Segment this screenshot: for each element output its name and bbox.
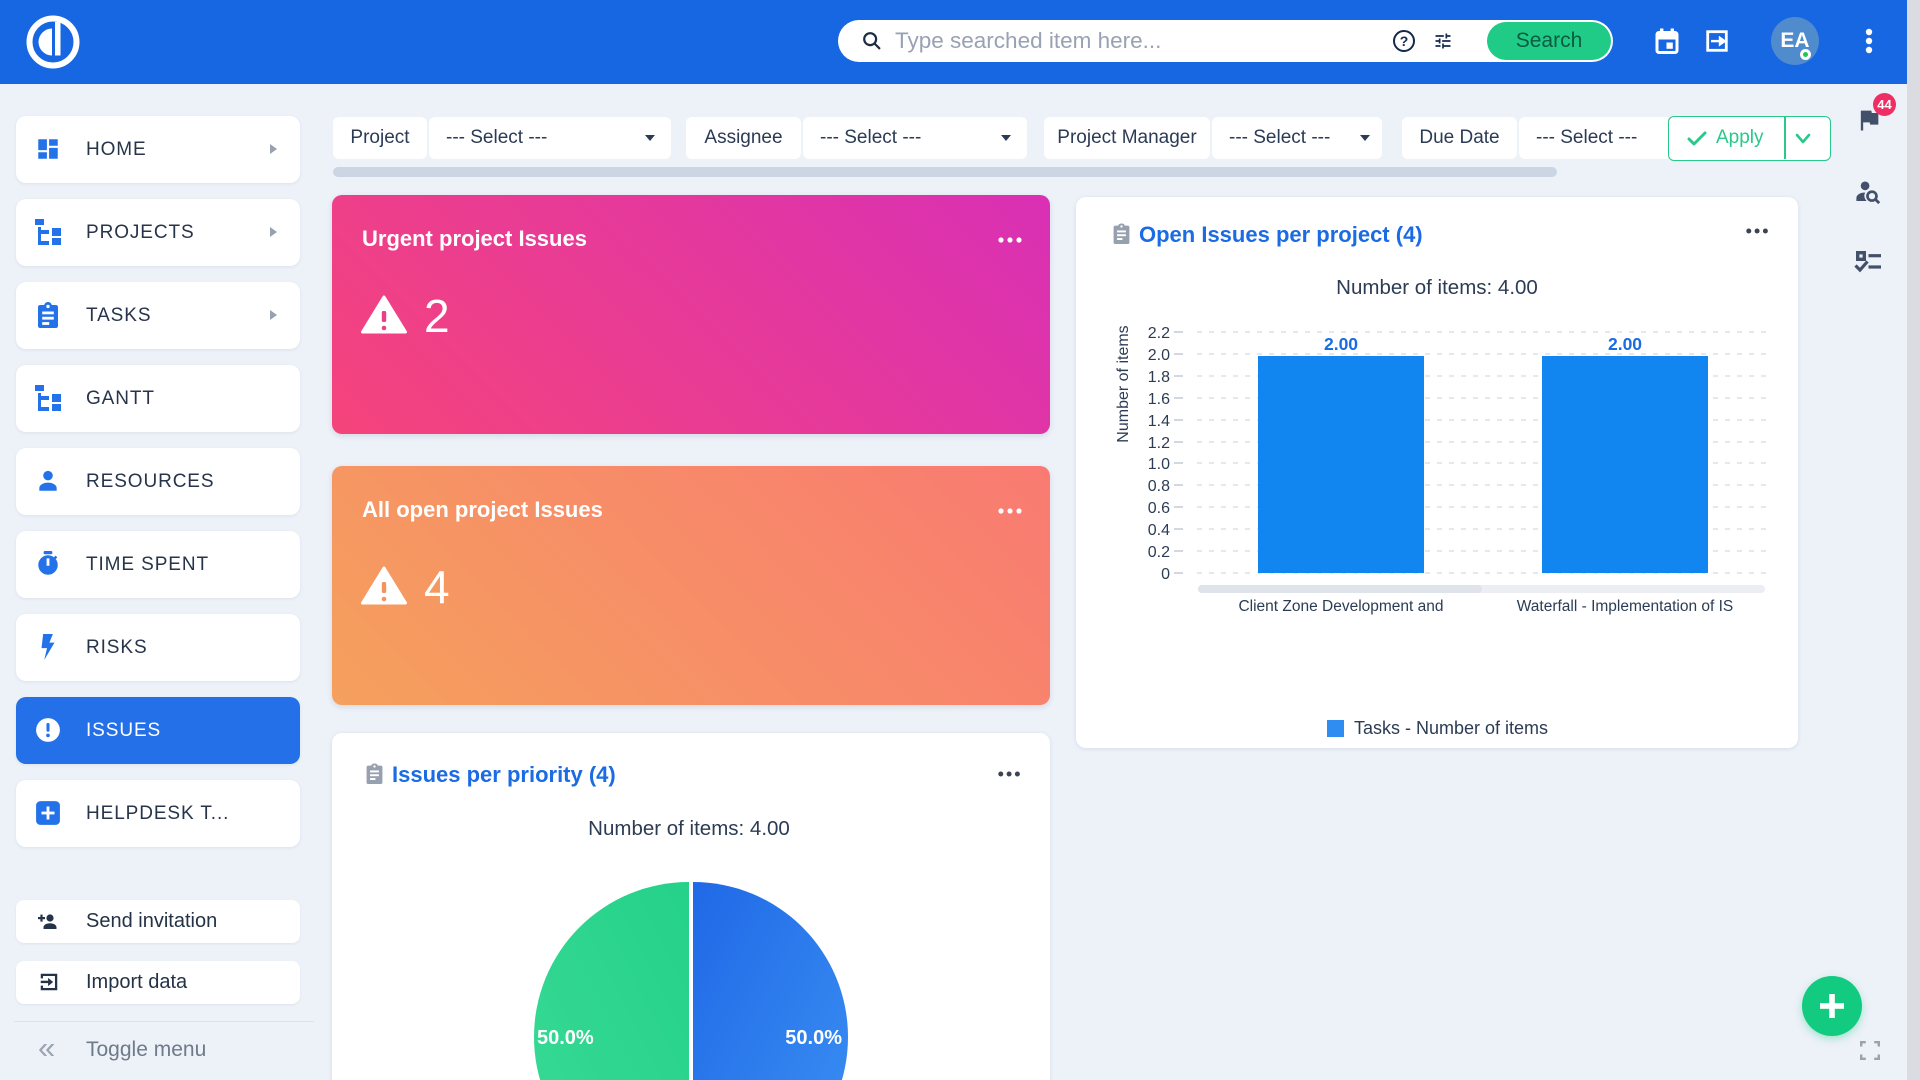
svg-text:1.6: 1.6 [1148,391,1170,408]
svg-text:0.8: 0.8 [1148,478,1170,495]
svg-text:2.2: 2.2 [1148,325,1170,342]
svg-text:?: ? [1400,33,1409,49]
svg-text:0.2: 0.2 [1148,544,1170,561]
svg-text:2.00: 2.00 [1324,334,1358,354]
svg-text:2.0: 2.0 [1148,347,1170,364]
svg-text:1.4: 1.4 [1148,413,1170,430]
svg-text:Number of items: Number of items [1115,325,1132,442]
svg-text:0.4: 0.4 [1148,522,1170,539]
svg-text:0.6: 0.6 [1148,500,1170,517]
svg-text:1.2: 1.2 [1148,435,1170,452]
svg-text:2.00: 2.00 [1608,334,1642,354]
svg-text:1.8: 1.8 [1148,369,1170,386]
svg-text:50.0%: 50.0% [537,1027,594,1049]
svg-text:1.0: 1.0 [1148,456,1170,473]
svg-text:0: 0 [1161,566,1170,583]
svg-text:50.0%: 50.0% [785,1027,842,1049]
